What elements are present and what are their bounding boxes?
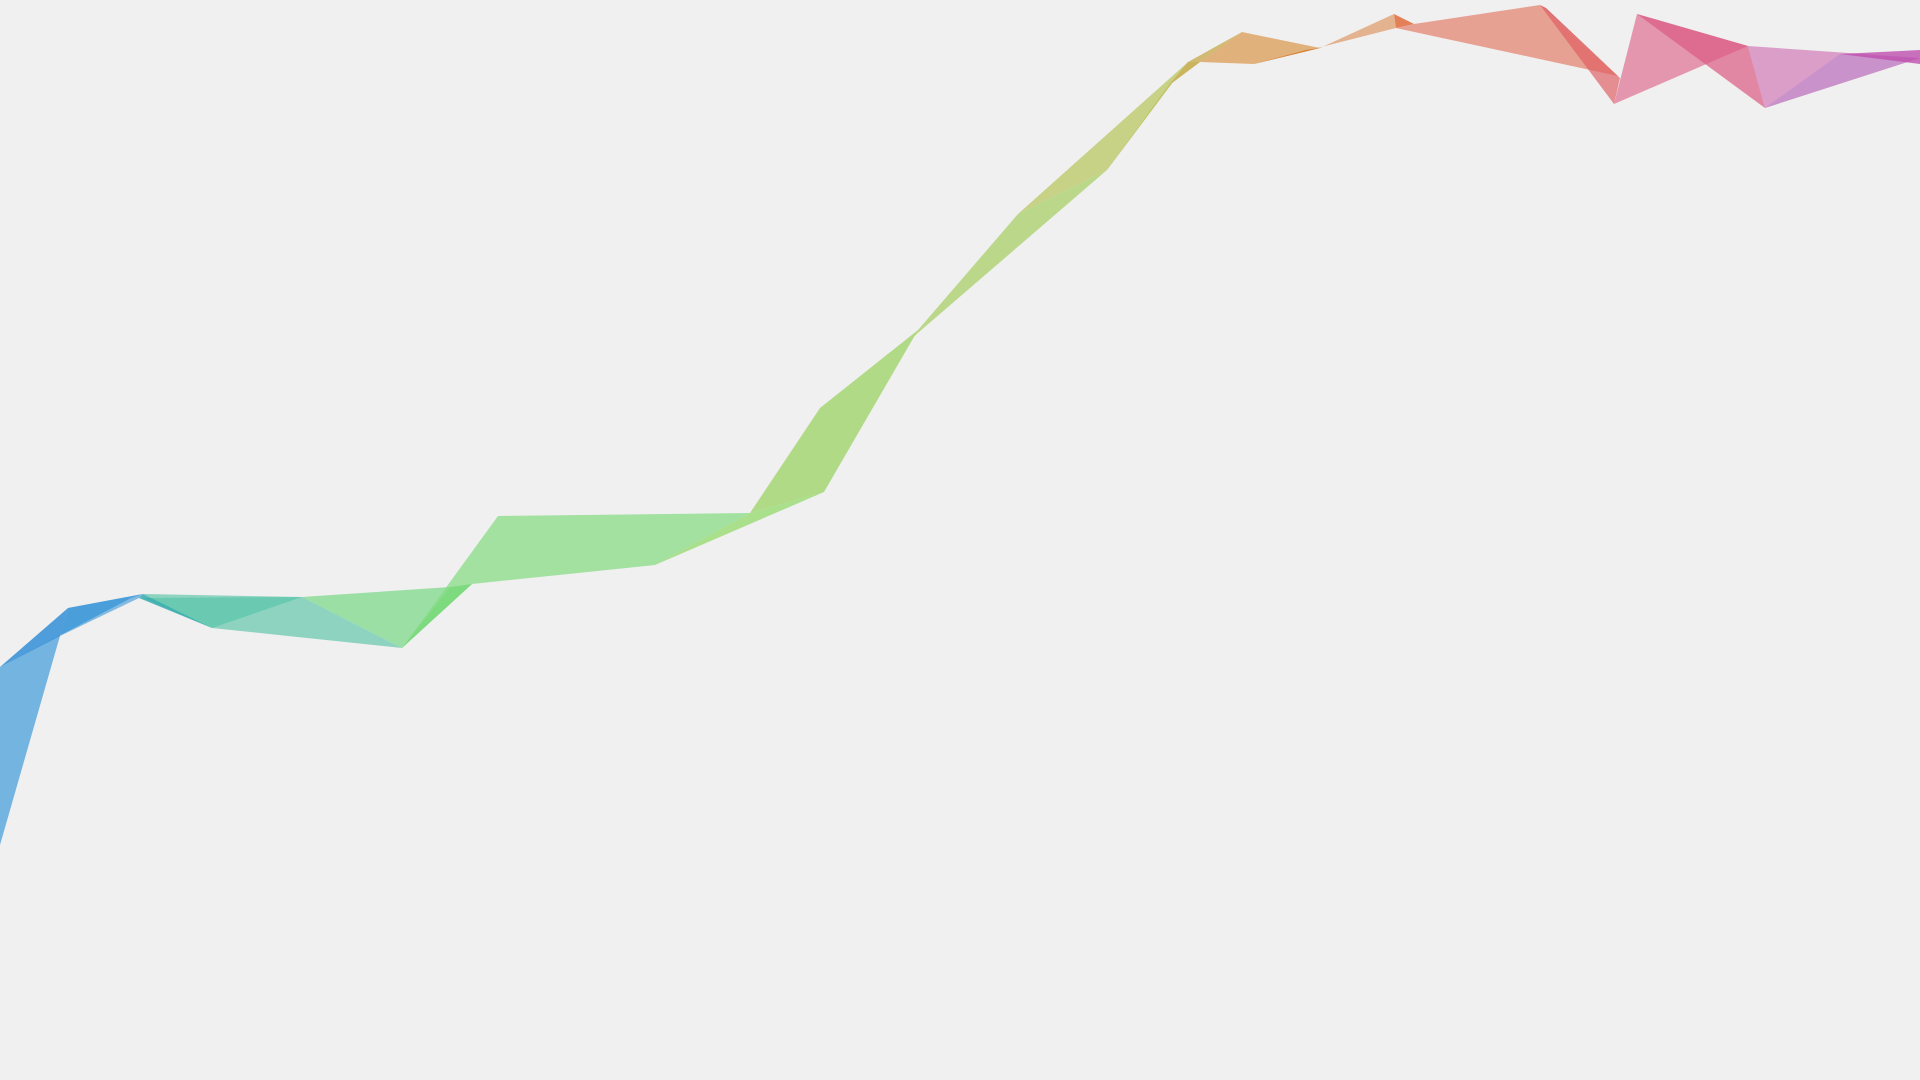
ribbon-teal: [139, 594, 212, 628]
ribbon-orchid: [1765, 54, 1920, 108]
ribbon-lime: [912, 170, 1107, 338]
ribbon-olive: [1018, 62, 1188, 214]
ribbon-blue: [0, 594, 143, 845]
ribbon-blue: [0, 608, 68, 667]
ribbon-lime: [655, 492, 824, 565]
ribbon-green: [402, 513, 750, 648]
ribbon-magenta: [1840, 50, 1920, 64]
ribbon-salmon: [1396, 5, 1618, 76]
ribbon-orange: [1254, 48, 1320, 64]
ribbon-teal: [143, 597, 302, 628]
ribbon-pink: [1637, 14, 1765, 108]
ribbon-layer: [0, 5, 1920, 845]
ribbon-orange: [1200, 32, 1320, 64]
ribbon-green: [302, 587, 450, 648]
ribbon-lime: [750, 330, 918, 513]
ribbon-red: [1540, 5, 1618, 76]
ribbon-red: [1540, 5, 1620, 104]
ribbon-olive: [1107, 62, 1200, 170]
ribbon-orange: [1394, 14, 1414, 28]
ribbon-blue: [60, 594, 143, 636]
